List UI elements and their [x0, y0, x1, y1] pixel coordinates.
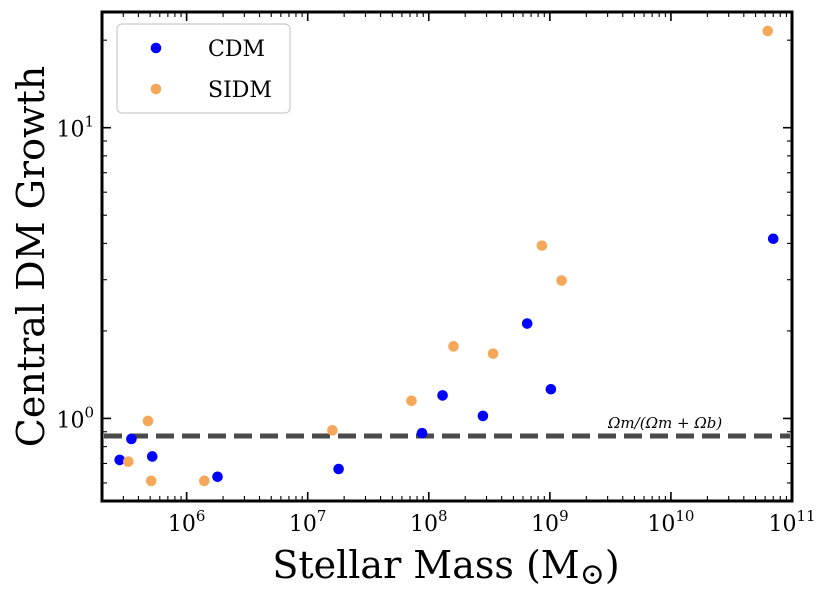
sidm-point	[123, 456, 134, 467]
y-tick-base: 10	[56, 408, 84, 433]
cdm-point	[767, 233, 779, 245]
y-tick-exponent: 0	[84, 403, 94, 421]
cdm-point	[333, 463, 344, 475]
data-points	[114, 25, 779, 487]
x-tick-base: 10	[289, 512, 317, 537]
y-axis-title: Central DM Growth	[9, 66, 53, 447]
reference-line-label: Ωm/(Ωm + Ωb)	[607, 414, 722, 432]
x-tick-base: 10	[168, 512, 196, 537]
legend-marker-sidm	[150, 83, 162, 95]
legend: CDM SIDM	[116, 23, 291, 114]
sidm-point	[199, 475, 210, 487]
sidm-point	[556, 275, 567, 286]
legend-label-cdm: CDM	[208, 37, 265, 62]
cdm-point	[114, 454, 125, 466]
x-tick-label: 1010	[647, 507, 694, 537]
x-tick-exponent: 7	[317, 507, 327, 525]
x-tick-labels: 106 107 108 109 1010 1011	[168, 507, 816, 537]
cdm-point	[146, 451, 158, 462]
plot-frame	[100, 10, 794, 503]
y-tick-label: 101	[56, 113, 94, 143]
sidm-point	[487, 348, 499, 359]
cdm-point	[437, 390, 448, 401]
sidm-point	[142, 415, 154, 427]
cdm-point	[545, 383, 557, 395]
legend-marker-cdm	[150, 42, 162, 54]
y-tick-label: 100	[56, 403, 94, 433]
x-tick-label: 109	[531, 507, 569, 537]
x-tick-label: 106	[168, 507, 206, 537]
cdm-point	[521, 318, 533, 329]
cdm-point	[477, 410, 489, 422]
x-tick-label: 1011	[768, 507, 815, 537]
sidm-point	[327, 425, 338, 436]
x-tick-base: 10	[531, 512, 559, 537]
x-axis-title-close: )	[605, 543, 620, 587]
x-tick-label: 108	[410, 507, 448, 537]
x-tick-exponent: 6	[196, 507, 206, 525]
sidm-point	[145, 475, 157, 487]
legend-label-sidm: SIDM	[208, 78, 272, 103]
sidm-point	[406, 395, 417, 407]
x-tick-exponent: 8	[438, 507, 448, 525]
cdm-point	[416, 427, 428, 439]
x-tick-exponent: 10	[675, 507, 694, 525]
y-tick-exponent: 1	[84, 113, 94, 131]
y-tick-base: 10	[56, 118, 84, 143]
x-axis-title: Stellar Mass (M⊙)	[272, 543, 619, 592]
x-tick-exponent: 9	[559, 507, 569, 525]
x-tick-label: 107	[289, 507, 327, 537]
sidm-point	[762, 25, 774, 37]
sidm-point	[448, 341, 459, 352]
x-tick-base: 10	[410, 512, 438, 537]
cdm-point	[212, 471, 223, 483]
sidm-point	[536, 240, 548, 251]
x-axis-title-text: Stellar Mass (M	[272, 543, 579, 587]
x-tick-exponent: 11	[796, 507, 815, 525]
cdm-point	[126, 433, 137, 445]
sun-symbol: ⊙	[580, 557, 605, 592]
x-tick-base: 10	[647, 512, 675, 537]
x-tick-base: 10	[768, 512, 796, 537]
